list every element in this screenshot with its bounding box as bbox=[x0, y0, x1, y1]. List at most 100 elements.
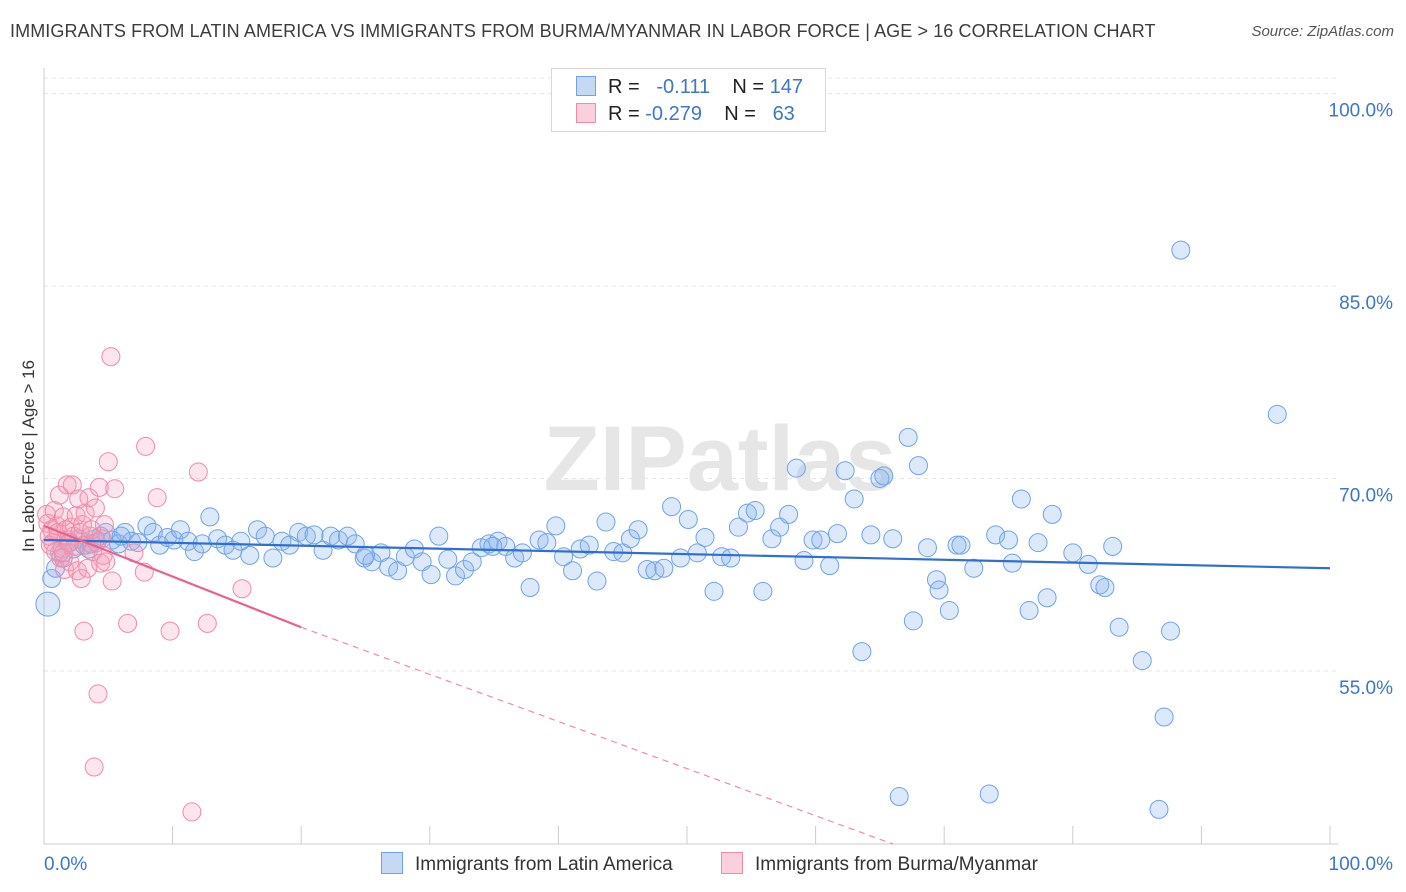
point-latin-america bbox=[200, 507, 220, 527]
point-burma bbox=[69, 489, 89, 509]
point-latin-america bbox=[704, 581, 724, 601]
point-latin-america bbox=[820, 556, 840, 576]
y-tick-label: 70.0% bbox=[1339, 485, 1393, 506]
series-name: Immigrants from Latin America bbox=[415, 854, 673, 875]
point-latin-america bbox=[654, 558, 674, 578]
series-swatch-blue bbox=[381, 852, 403, 874]
point-burma bbox=[197, 613, 217, 633]
point-latin-america bbox=[529, 530, 549, 550]
legend-n-label: N = bbox=[732, 76, 765, 98]
correlation-legend: R = -0.111 N = 147 R = -0.279 N = 63 bbox=[551, 68, 826, 132]
legend-r-value: -0.111 bbox=[656, 76, 711, 98]
point-burma bbox=[94, 515, 114, 535]
point-latin-america bbox=[231, 531, 251, 551]
point-latin-america bbox=[964, 558, 984, 578]
point-burma bbox=[101, 347, 121, 367]
point-burma bbox=[188, 462, 208, 482]
points bbox=[35, 240, 1287, 822]
point-burma bbox=[98, 452, 118, 472]
point-latin-america bbox=[794, 551, 814, 571]
point-latin-america bbox=[908, 456, 928, 476]
point-burma bbox=[147, 488, 167, 508]
point-latin-america bbox=[898, 427, 918, 447]
legend-r-value: -0.279 bbox=[645, 103, 702, 125]
x-ticks bbox=[43, 826, 1331, 844]
point-burma bbox=[85, 498, 105, 518]
point-latin-america bbox=[929, 580, 949, 600]
point-latin-america bbox=[587, 571, 607, 591]
point-latin-america bbox=[520, 577, 540, 597]
point-latin-america bbox=[164, 530, 184, 550]
point-latin-america bbox=[1078, 554, 1098, 574]
point-burma bbox=[182, 802, 202, 822]
point-latin-america bbox=[1109, 617, 1129, 637]
point-latin-america bbox=[546, 516, 566, 536]
point-burma bbox=[74, 621, 94, 641]
point-latin-america bbox=[1154, 707, 1174, 727]
point-burma bbox=[105, 479, 125, 499]
legend-n-label: N = bbox=[724, 103, 756, 125]
point-latin-america bbox=[678, 509, 698, 529]
point-burma bbox=[136, 436, 156, 456]
point-latin-america bbox=[563, 561, 583, 581]
chart-title: IMMIGRANTS FROM LATIN AMERICA VS IMMIGRA… bbox=[10, 21, 1156, 41]
legend-r-label: R = bbox=[608, 76, 640, 98]
x-tick-label-min: 0.0% bbox=[44, 854, 87, 875]
x-tick-label-max: 100.0% bbox=[1329, 854, 1394, 875]
series-name: Immigrants from Burma/Myanmar bbox=[755, 854, 1038, 875]
point-latin-america bbox=[917, 538, 937, 558]
y-tick-label: 85.0% bbox=[1339, 293, 1393, 314]
point-burma bbox=[84, 757, 104, 777]
legend-row-burma: R = -0.279 N = 63 bbox=[576, 103, 795, 126]
trend-lines bbox=[43, 524, 1331, 845]
point-latin-america bbox=[762, 529, 782, 549]
legend-swatch-pink bbox=[576, 103, 596, 123]
point-latin-america bbox=[1011, 489, 1031, 509]
point-latin-america bbox=[745, 501, 765, 521]
point-burma bbox=[53, 543, 73, 563]
point-burma bbox=[96, 552, 116, 572]
y-tick-label: 55.0% bbox=[1339, 678, 1393, 699]
source-label: Source: ZipAtlas.com bbox=[1251, 23, 1394, 40]
point-burma bbox=[160, 621, 180, 641]
point-latin-america bbox=[874, 466, 894, 486]
point-latin-america bbox=[852, 642, 872, 662]
point-latin-america bbox=[951, 535, 971, 555]
trend-line-burma-extrapolated bbox=[300, 626, 893, 845]
point-latin-america bbox=[462, 552, 482, 572]
trend-line-burma bbox=[43, 524, 302, 629]
point-burma bbox=[89, 477, 109, 497]
legend-row-latin-america: R = -0.111 N = 147 bbox=[576, 76, 803, 99]
point-burma bbox=[73, 515, 93, 535]
point-latin-america bbox=[939, 601, 959, 621]
point-latin-america bbox=[827, 524, 847, 544]
point-burma bbox=[88, 684, 108, 704]
y-tick-label: 100.0% bbox=[1329, 101, 1394, 122]
point-latin-america bbox=[263, 548, 283, 568]
trend-line-latin-america bbox=[43, 538, 1331, 570]
point-latin-america bbox=[512, 543, 532, 563]
point-latin-america bbox=[356, 545, 375, 565]
point-latin-america bbox=[628, 520, 648, 540]
point-latin-america bbox=[421, 565, 441, 585]
point-latin-america bbox=[1132, 651, 1152, 671]
point-latin-america bbox=[999, 530, 1018, 550]
point-latin-america bbox=[579, 535, 599, 555]
point-latin-america bbox=[1063, 543, 1083, 563]
point-latin-america bbox=[861, 525, 881, 545]
point-latin-america bbox=[150, 535, 170, 555]
point-latin-america bbox=[1095, 577, 1115, 597]
point-latin-america bbox=[883, 529, 903, 549]
point-latin-america bbox=[1149, 799, 1169, 819]
point-burma bbox=[62, 475, 82, 495]
point-burma bbox=[79, 488, 99, 508]
point-burma bbox=[57, 475, 77, 495]
point-latin-america bbox=[596, 512, 616, 532]
series-swatch-pink bbox=[721, 852, 743, 874]
point-burma bbox=[102, 571, 122, 591]
point-latin-america bbox=[753, 581, 773, 601]
series-legend-latin-america: Immigrants from Latin America bbox=[381, 852, 673, 876]
point-latin-america bbox=[695, 527, 715, 547]
point-latin-america bbox=[986, 525, 1006, 545]
